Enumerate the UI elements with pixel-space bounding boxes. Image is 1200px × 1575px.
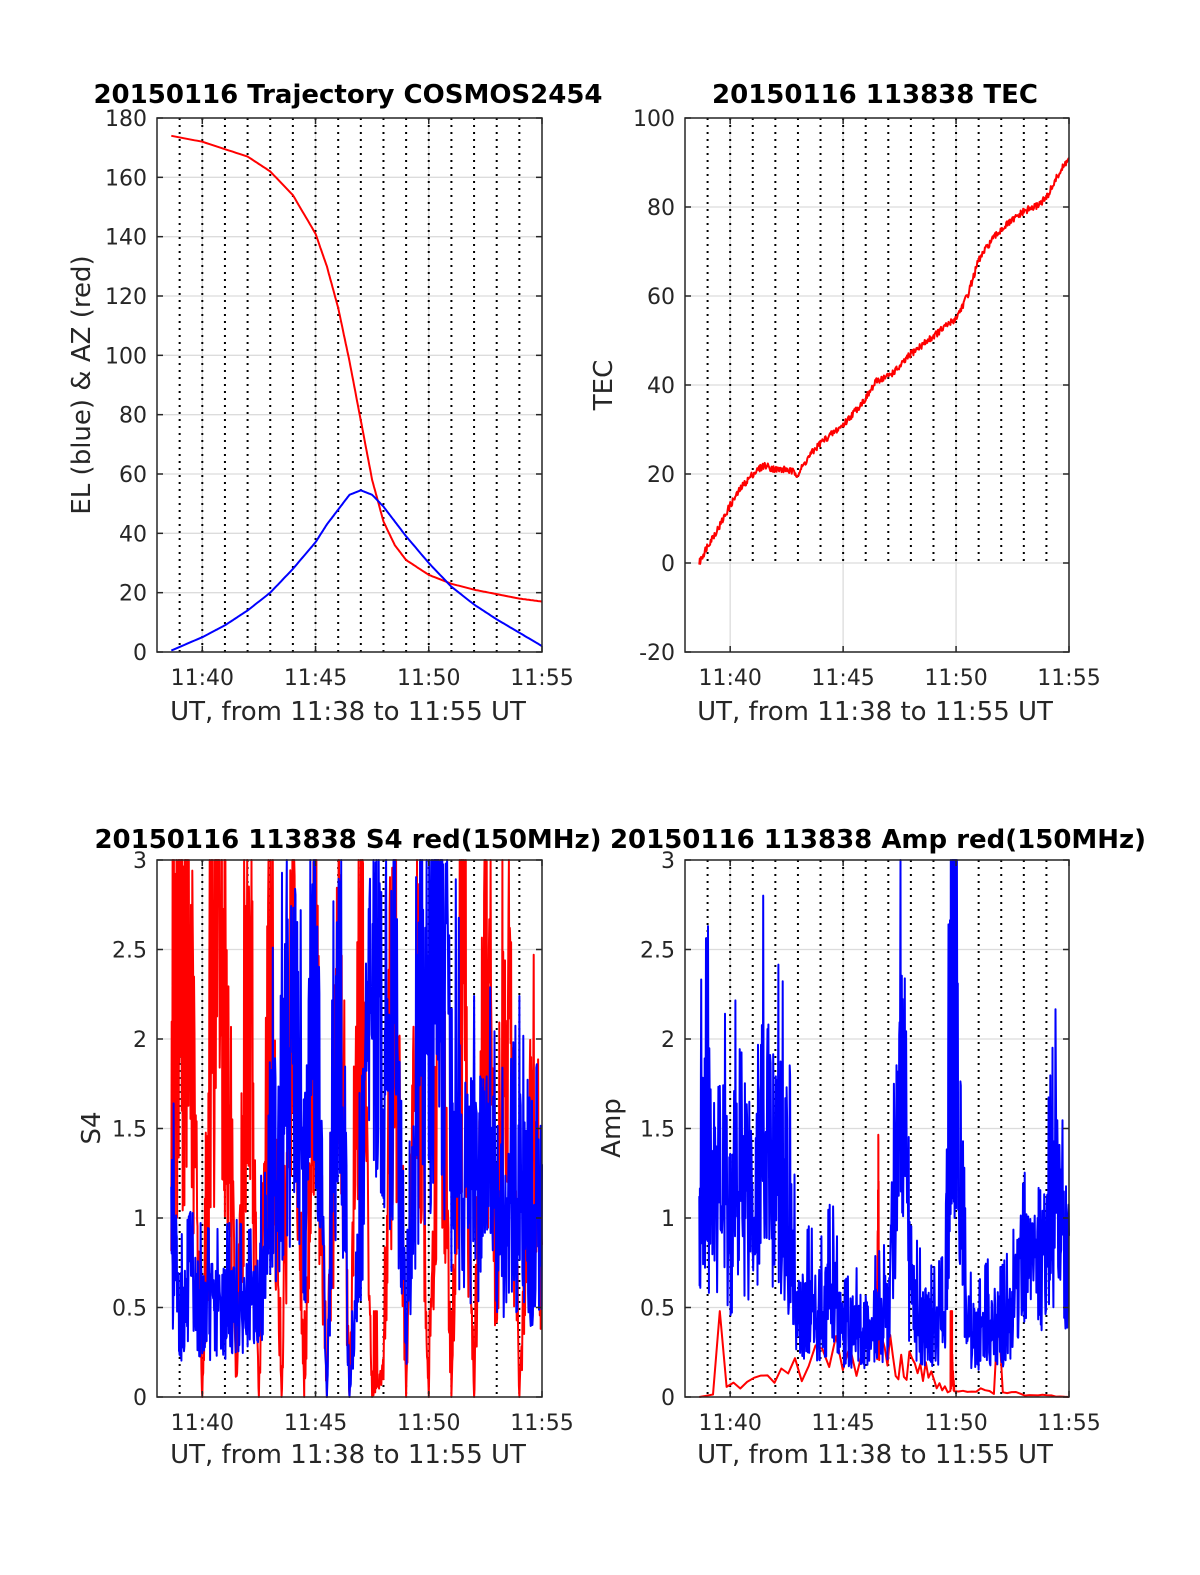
x-axis-label: UT, from 11:38 to 11:55 UT bbox=[170, 697, 526, 727]
x-tick-label: 11:50 bbox=[397, 1411, 460, 1436]
y-axis-label: S4 bbox=[77, 1111, 107, 1144]
plot-area: 0 0.5 1 1.5 2 2.5 3 11:40 11:45 11:50 11:55 bbox=[640, 849, 1101, 1436]
plot-area: -20 0 20 40 60 80 100 11:40 11:45 11:50 11:55 bbox=[633, 107, 1101, 691]
y-tick-label: 2 bbox=[661, 1028, 675, 1053]
x-tick-label: 11:45 bbox=[284, 666, 347, 691]
x-tick-label: 11:50 bbox=[924, 666, 987, 691]
y-tick-label: 40 bbox=[647, 374, 675, 399]
series-line bbox=[698, 859, 1070, 1371]
x-tick-label: 11:40 bbox=[171, 666, 234, 691]
y-tick-label: 40 bbox=[119, 522, 147, 547]
y-tick-label: 0 bbox=[661, 1386, 675, 1411]
y-tick-label: 140 bbox=[105, 226, 147, 251]
y-tick-label: 60 bbox=[647, 285, 675, 310]
y-axis-label: TEC bbox=[589, 360, 619, 411]
y-tick-label: 2 bbox=[133, 1028, 147, 1053]
x-tick-label: 11:45 bbox=[811, 666, 874, 691]
y-tick-label: 0.5 bbox=[640, 1297, 675, 1322]
x-axis-label: UT, from 11:38 to 11:55 UT bbox=[170, 1440, 526, 1470]
x-tick-label: 11:40 bbox=[698, 666, 761, 691]
chart-title: 20150116 113838 S4 red(150MHz) bbox=[94, 825, 601, 855]
series-line bbox=[171, 134, 543, 603]
y-tick-label: 0 bbox=[133, 641, 147, 666]
x-tick-label: 11:55 bbox=[1037, 666, 1100, 691]
y-tick-label: 3 bbox=[661, 849, 675, 874]
chart-title: 20150116 113838 TEC bbox=[712, 80, 1038, 110]
y-tick-label: 20 bbox=[119, 582, 147, 607]
y-tick-label: 160 bbox=[105, 166, 147, 191]
chart-title: 20150116 Trajectory COSMOS2454 bbox=[93, 80, 602, 110]
y-tick-label: 0 bbox=[661, 552, 675, 577]
x-tick-label: 11:40 bbox=[698, 1411, 761, 1436]
x-axis-label: UT, from 11:38 to 11:55 UT bbox=[697, 697, 1053, 727]
y-tick-label: 1 bbox=[661, 1207, 675, 1232]
chart-title: 20150116 113838 Amp red(150MHz) bbox=[610, 825, 1146, 855]
x-tick-label: 11:40 bbox=[171, 1411, 234, 1436]
y-tick-label: 80 bbox=[647, 196, 675, 221]
y-tick-label: 1.5 bbox=[640, 1118, 675, 1143]
y-tick-label: 60 bbox=[119, 463, 147, 488]
x-tick-label: 11:50 bbox=[397, 666, 460, 691]
y-tick-label: 100 bbox=[105, 344, 147, 369]
y-tick-label: 120 bbox=[105, 285, 147, 310]
y-tick-label: 0 bbox=[133, 1386, 147, 1411]
y-tick-label: 80 bbox=[119, 404, 147, 429]
series-line bbox=[170, 489, 543, 652]
x-tick-label: 11:55 bbox=[1037, 1411, 1100, 1436]
series-line bbox=[170, 859, 543, 1398]
x-tick-label: 11:55 bbox=[510, 1411, 573, 1436]
axes-frame bbox=[156, 117, 543, 653]
x-tick-label: 11:50 bbox=[924, 1411, 987, 1436]
y-tick-label: 3 bbox=[133, 849, 147, 874]
plot-area: 0 20 40 60 80 100 120 140 160 180 11:40 11:45 11:50 1… bbox=[105, 107, 574, 691]
x-tick-label: 11:45 bbox=[811, 1411, 874, 1436]
plot-area: 0 0.5 1 1.5 2 2.5 3 11:40 11:45 11:50 11:55 bbox=[112, 849, 574, 1436]
y-tick-label: -20 bbox=[639, 641, 675, 666]
panel-amp: 20150116 113838 Amp red(150MHz) UT, from… bbox=[597, 825, 1146, 1470]
panel-tec: 20150116 113838 TEC UT, from 11:38 to 11… bbox=[589, 80, 1101, 727]
y-tick-label: 2.5 bbox=[640, 939, 675, 964]
y-tick-label: 1.5 bbox=[112, 1118, 147, 1143]
series-line bbox=[698, 157, 1070, 565]
y-tick-label: 1 bbox=[133, 1207, 147, 1232]
x-tick-label: 11:45 bbox=[284, 1411, 347, 1436]
y-axis-label: EL (blue) & AZ (red) bbox=[67, 255, 97, 514]
y-tick-label: 2.5 bbox=[112, 939, 147, 964]
panel-trajectory: 20150116 Trajectory COSMOS2454 UT, from … bbox=[67, 80, 603, 727]
y-tick-label: 0.5 bbox=[112, 1297, 147, 1322]
x-axis-label: UT, from 11:38 to 11:55 UT bbox=[697, 1440, 1053, 1470]
y-tick-label: 100 bbox=[633, 107, 675, 132]
x-tick-label: 11:55 bbox=[510, 666, 573, 691]
y-axis-label: Amp bbox=[597, 1098, 627, 1158]
panel-s4: 20150116 113838 S4 red(150MHz) UT, from … bbox=[77, 825, 602, 1470]
y-tick-label: 20 bbox=[647, 463, 675, 488]
y-tick-label: 180 bbox=[105, 107, 147, 132]
